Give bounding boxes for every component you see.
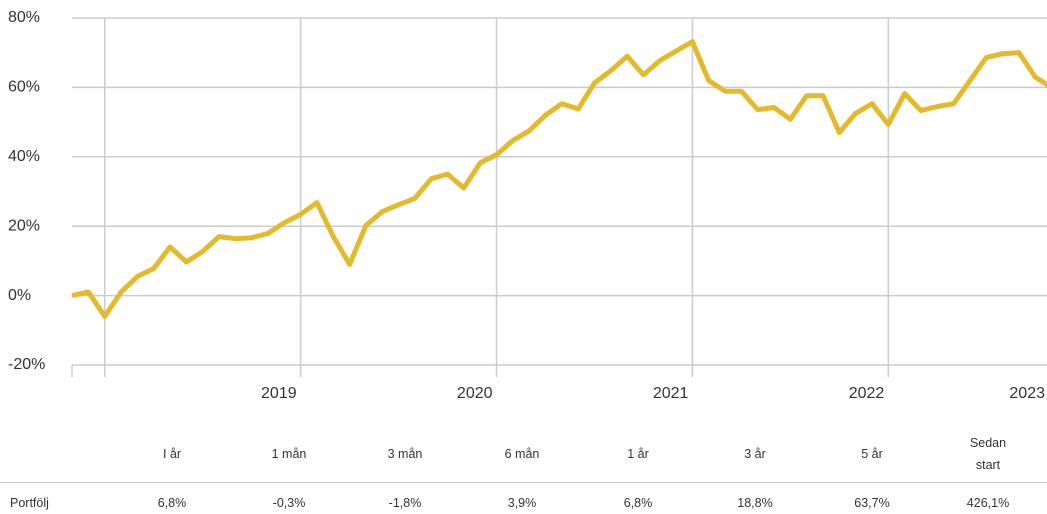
x-tick-label: 2020 bbox=[457, 385, 493, 402]
table-cell: 63,7% bbox=[854, 496, 890, 510]
table-header: 5 år bbox=[861, 447, 883, 461]
table-header: 1 mån bbox=[271, 447, 307, 461]
x-tick-label: 2021 bbox=[653, 385, 689, 402]
table-cell: 6,8% bbox=[623, 496, 653, 510]
line bbox=[71, 39, 1047, 319]
table-header: 3 mån bbox=[387, 447, 423, 461]
y-tick-label: 80% bbox=[8, 9, 40, 26]
table-cell: -1,8% bbox=[388, 496, 422, 510]
table-cell: 3,9% bbox=[507, 496, 537, 510]
x-tick-label: 2022 bbox=[849, 385, 885, 402]
y-tick-label: -20% bbox=[8, 356, 45, 373]
table-header: 1 år bbox=[627, 447, 649, 461]
table-header: 6 mån bbox=[504, 447, 540, 461]
x-tick-label: 2019 bbox=[261, 385, 297, 402]
y-tick-label: 60% bbox=[8, 79, 40, 96]
table-header: I år bbox=[162, 447, 182, 461]
y-tick-label: 20% bbox=[8, 217, 40, 234]
table-cell: 6,8% bbox=[157, 496, 187, 510]
table-cell: 18,8% bbox=[737, 496, 773, 510]
table-header: 3 år bbox=[744, 447, 766, 461]
table-rule bbox=[0, 482, 1047, 483]
table-cell: -0,3% bbox=[272, 496, 306, 510]
table-cell: 426,1% bbox=[966, 496, 1010, 510]
x-tick-label: 2023 bbox=[1009, 385, 1045, 402]
table-header: Sedan start bbox=[969, 436, 1007, 472]
chart: -20% 0% 20% 40% 60% 80% 2019 2020 2021 2022 2023 bbox=[8, 9, 1047, 402]
y-tick-label: 0% bbox=[8, 287, 31, 304]
y-tick-label: 40% bbox=[8, 148, 40, 165]
row-label: Portfölj bbox=[10, 496, 49, 510]
